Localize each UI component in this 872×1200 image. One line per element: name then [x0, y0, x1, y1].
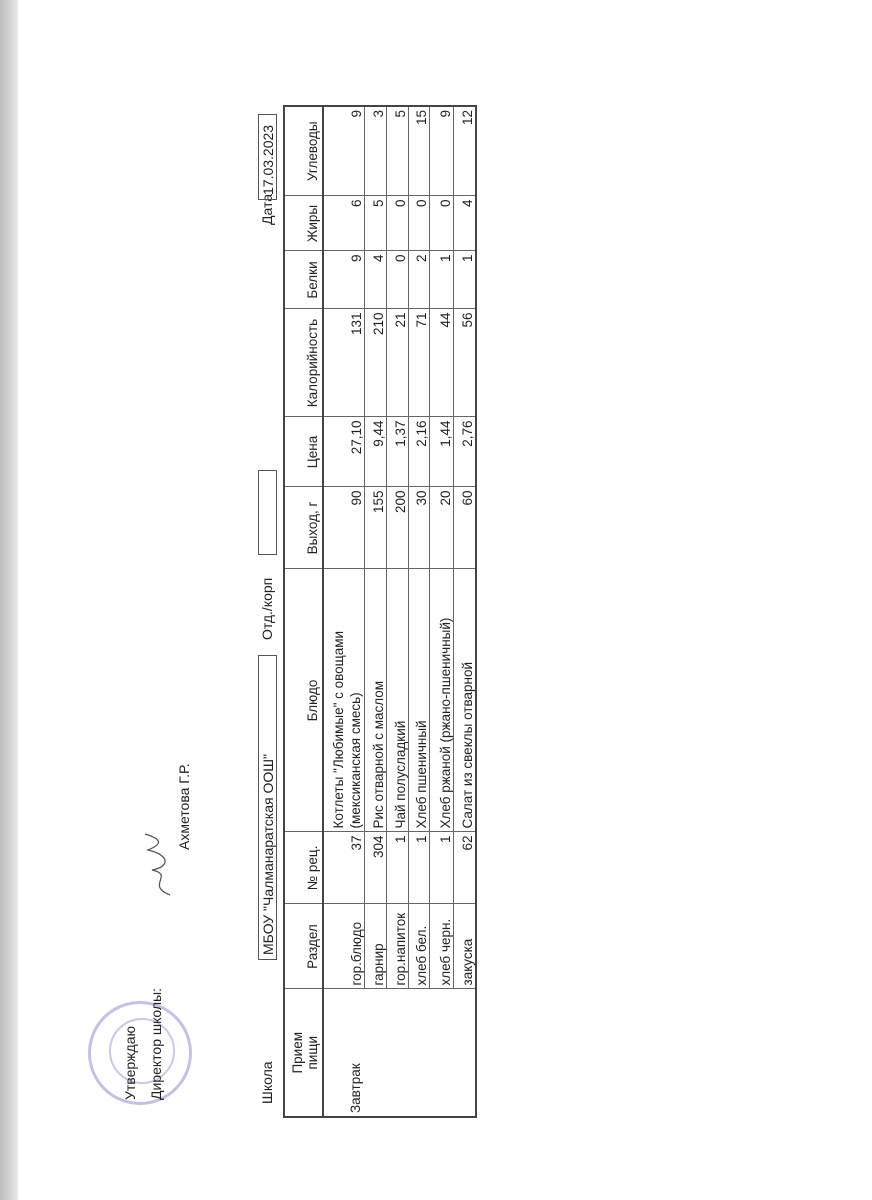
col-yield: Выход, г: [284, 487, 323, 569]
dish-cell: Салат из свеклы отварной: [453, 569, 476, 832]
recipe-cell: 304: [364, 832, 386, 904]
dish-cell: Хлеб ржаной (ржано-пшеничный): [429, 569, 453, 832]
scan-edge: [0, 0, 18, 1200]
dept-label: Отд./корп: [259, 577, 275, 640]
recipe-cell: 37: [323, 832, 364, 904]
price-cell: 27,10: [323, 417, 364, 487]
protein-cell: 9: [323, 251, 364, 309]
yield-cell: 155: [364, 487, 386, 569]
col-dish: Блюдо: [284, 569, 323, 832]
yield-cell: 90: [323, 487, 364, 569]
yield-cell: 30: [408, 487, 429, 569]
dish-cell: Чай полусладкий: [386, 569, 408, 832]
carbs-cell: 9: [323, 106, 364, 196]
carbs-cell: 15: [408, 106, 429, 196]
kcal-cell: 210: [364, 309, 386, 417]
school-field: МБОУ "Чалманаратская ООШ": [258, 655, 277, 960]
carbs-cell: 9: [429, 106, 453, 196]
table-header: Прием пищи Раздел № рец. Блюдо Выход, г …: [284, 106, 323, 1117]
dept-field: [258, 470, 277, 555]
recipe-cell: 62: [453, 832, 476, 904]
fat-cell: 6: [323, 196, 364, 251]
carbs-cell: 12: [453, 106, 476, 196]
yield-cell: 20: [429, 487, 453, 569]
col-kcal: Калорийность: [284, 309, 323, 417]
yield-cell: 200: [386, 487, 408, 569]
carbs-cell: 5: [386, 106, 408, 196]
dish-cell: Рис отварной с маслом: [364, 569, 386, 832]
carbs-cell: 3: [364, 106, 386, 196]
fat-cell: 4: [453, 196, 476, 251]
kcal-cell: 56: [453, 309, 476, 417]
fat-cell: 0: [408, 196, 429, 251]
date-field: 17.03.2023: [258, 114, 277, 200]
table-row: гарнир 304 Рис отварной с маслом 155 9,4…: [364, 106, 386, 1117]
table-row: хлеб бел. 1 Хлеб пшеничный 30 2,16 71 2 …: [408, 106, 429, 1117]
meal-cell: Завтрак: [323, 989, 476, 1117]
protein-cell: 2: [408, 251, 429, 309]
fat-cell: 0: [429, 196, 453, 251]
yield-cell: 60: [453, 487, 476, 569]
kcal-cell: 21: [386, 309, 408, 417]
price-cell: 2,16: [408, 417, 429, 487]
protein-cell: 1: [429, 251, 453, 309]
dish-line: (мексиканская смесь): [347, 692, 363, 829]
school-stamp: [88, 1001, 192, 1105]
col-protein: Белки: [284, 251, 323, 309]
protein-cell: 4: [364, 251, 386, 309]
section-cell: хлеб черн.: [429, 904, 453, 989]
col-recipe: № рец.: [284, 832, 323, 904]
approve-label: Утверждаю: [122, 1026, 138, 1100]
price-cell: 1,37: [386, 417, 408, 487]
section-cell: гор.блюдо: [323, 904, 364, 989]
price-cell: 2,76: [453, 417, 476, 487]
protein-cell: 0: [386, 251, 408, 309]
menu-table: Прием пищи Раздел № рец. Блюдо Выход, г …: [283, 105, 477, 1118]
table-row: закуска 62 Салат из свеклы отварной 60 2…: [453, 106, 476, 1117]
col-fat: Жиры: [284, 196, 323, 251]
section-cell: гор.напиток: [386, 904, 408, 989]
fat-cell: 5: [364, 196, 386, 251]
section-cell: гарнир: [364, 904, 386, 989]
table-row: хлеб черн. 1 Хлеб ржаной (ржано-пшеничны…: [429, 106, 453, 1117]
section-cell: закуска: [453, 904, 476, 989]
col-price: Цена: [284, 417, 323, 487]
recipe-cell: 1: [386, 832, 408, 904]
kcal-cell: 131: [323, 309, 364, 417]
school-label: Школа: [259, 1061, 275, 1104]
col-carbs: Углеводы: [284, 106, 323, 196]
table-row: гор.напиток 1 Чай полусладкий 200 1,37 2…: [386, 106, 408, 1117]
director-label: Директор школы:: [148, 988, 164, 1100]
dish-line: Котлеты "Любимые" с овощами: [330, 630, 346, 829]
recipe-cell: 1: [429, 832, 453, 904]
protein-cell: 1: [453, 251, 476, 309]
kcal-cell: 44: [429, 309, 453, 417]
director-name: Ахметова Г.Р.: [176, 763, 192, 850]
kcal-cell: 71: [408, 309, 429, 417]
section-cell: хлеб бел.: [408, 904, 429, 989]
fat-cell: 0: [386, 196, 408, 251]
dish-cell: Хлеб пшеничный: [408, 569, 429, 832]
price-cell: 1,44: [429, 417, 453, 487]
col-meal: Прием пищи: [284, 989, 323, 1117]
table-row: Завтрак гор.блюдо 37 Котлеты "Любимые" с…: [323, 106, 476, 1117]
dish-cell: Котлеты "Любимые" с овощами (мексиканская…: [323, 569, 364, 832]
col-section: Раздел: [284, 904, 323, 989]
recipe-cell: 1: [408, 832, 429, 904]
signature: [144, 833, 171, 896]
price-cell: 9,44: [364, 417, 386, 487]
